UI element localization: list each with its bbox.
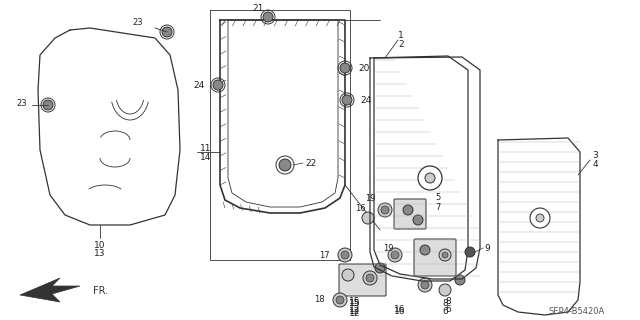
Circle shape bbox=[420, 245, 430, 255]
Text: 9: 9 bbox=[484, 244, 490, 252]
Text: 19: 19 bbox=[383, 244, 393, 252]
Text: 2: 2 bbox=[398, 39, 404, 49]
Text: 6: 6 bbox=[442, 308, 448, 316]
Circle shape bbox=[455, 275, 465, 285]
FancyBboxPatch shape bbox=[339, 264, 386, 296]
Text: 15: 15 bbox=[349, 299, 361, 308]
Circle shape bbox=[536, 214, 544, 222]
Polygon shape bbox=[20, 278, 80, 302]
Circle shape bbox=[366, 274, 374, 282]
Circle shape bbox=[342, 269, 354, 281]
Text: 1: 1 bbox=[398, 30, 404, 39]
Circle shape bbox=[363, 271, 377, 285]
Text: 10: 10 bbox=[94, 241, 106, 250]
Text: 13: 13 bbox=[94, 250, 106, 259]
Circle shape bbox=[530, 208, 550, 228]
Text: 4: 4 bbox=[592, 159, 598, 169]
Text: 16: 16 bbox=[394, 306, 406, 315]
Circle shape bbox=[333, 293, 347, 307]
Circle shape bbox=[418, 166, 442, 190]
Circle shape bbox=[162, 27, 172, 37]
Text: 14: 14 bbox=[200, 153, 211, 162]
Circle shape bbox=[465, 247, 475, 257]
Text: 19: 19 bbox=[365, 194, 376, 203]
Text: 16: 16 bbox=[394, 308, 406, 316]
Text: 15: 15 bbox=[349, 298, 361, 307]
Circle shape bbox=[388, 248, 402, 262]
Circle shape bbox=[381, 206, 389, 214]
FancyBboxPatch shape bbox=[394, 199, 426, 229]
Text: 8: 8 bbox=[445, 298, 451, 307]
Text: 23: 23 bbox=[17, 99, 28, 108]
Circle shape bbox=[403, 205, 413, 215]
Text: 8: 8 bbox=[442, 299, 448, 308]
Circle shape bbox=[338, 248, 352, 262]
Text: 7: 7 bbox=[435, 203, 440, 212]
Circle shape bbox=[425, 173, 435, 183]
Circle shape bbox=[439, 249, 451, 261]
Circle shape bbox=[375, 263, 385, 273]
Text: 12: 12 bbox=[349, 308, 361, 316]
Circle shape bbox=[340, 63, 350, 73]
Text: 6: 6 bbox=[445, 306, 451, 315]
Text: 23: 23 bbox=[132, 18, 143, 27]
Circle shape bbox=[391, 251, 399, 259]
Text: 18: 18 bbox=[314, 295, 325, 305]
Circle shape bbox=[439, 284, 451, 296]
Text: 5: 5 bbox=[435, 193, 440, 202]
Circle shape bbox=[342, 95, 352, 105]
Text: 17: 17 bbox=[319, 251, 330, 260]
Text: 16: 16 bbox=[355, 204, 365, 212]
Circle shape bbox=[341, 251, 349, 259]
Text: 22: 22 bbox=[305, 158, 316, 167]
Circle shape bbox=[418, 278, 432, 292]
Text: 12: 12 bbox=[349, 308, 361, 317]
Circle shape bbox=[279, 159, 291, 171]
Circle shape bbox=[213, 80, 223, 90]
Circle shape bbox=[442, 252, 448, 258]
Text: 11: 11 bbox=[200, 143, 211, 153]
Circle shape bbox=[263, 12, 273, 22]
Circle shape bbox=[413, 215, 423, 225]
Circle shape bbox=[378, 203, 392, 217]
Circle shape bbox=[421, 281, 429, 289]
Circle shape bbox=[336, 296, 344, 304]
Text: SEP4-B5420A: SEP4-B5420A bbox=[548, 308, 605, 316]
Text: 24: 24 bbox=[360, 95, 371, 105]
Text: 12: 12 bbox=[349, 306, 361, 315]
Text: 20: 20 bbox=[358, 63, 369, 73]
Circle shape bbox=[43, 100, 53, 110]
FancyBboxPatch shape bbox=[414, 239, 456, 276]
Text: FR.: FR. bbox=[93, 286, 108, 296]
Text: 21: 21 bbox=[252, 4, 264, 12]
Text: 3: 3 bbox=[592, 150, 598, 159]
Circle shape bbox=[362, 212, 374, 224]
Text: 15: 15 bbox=[349, 299, 361, 308]
Text: 24: 24 bbox=[194, 81, 205, 90]
